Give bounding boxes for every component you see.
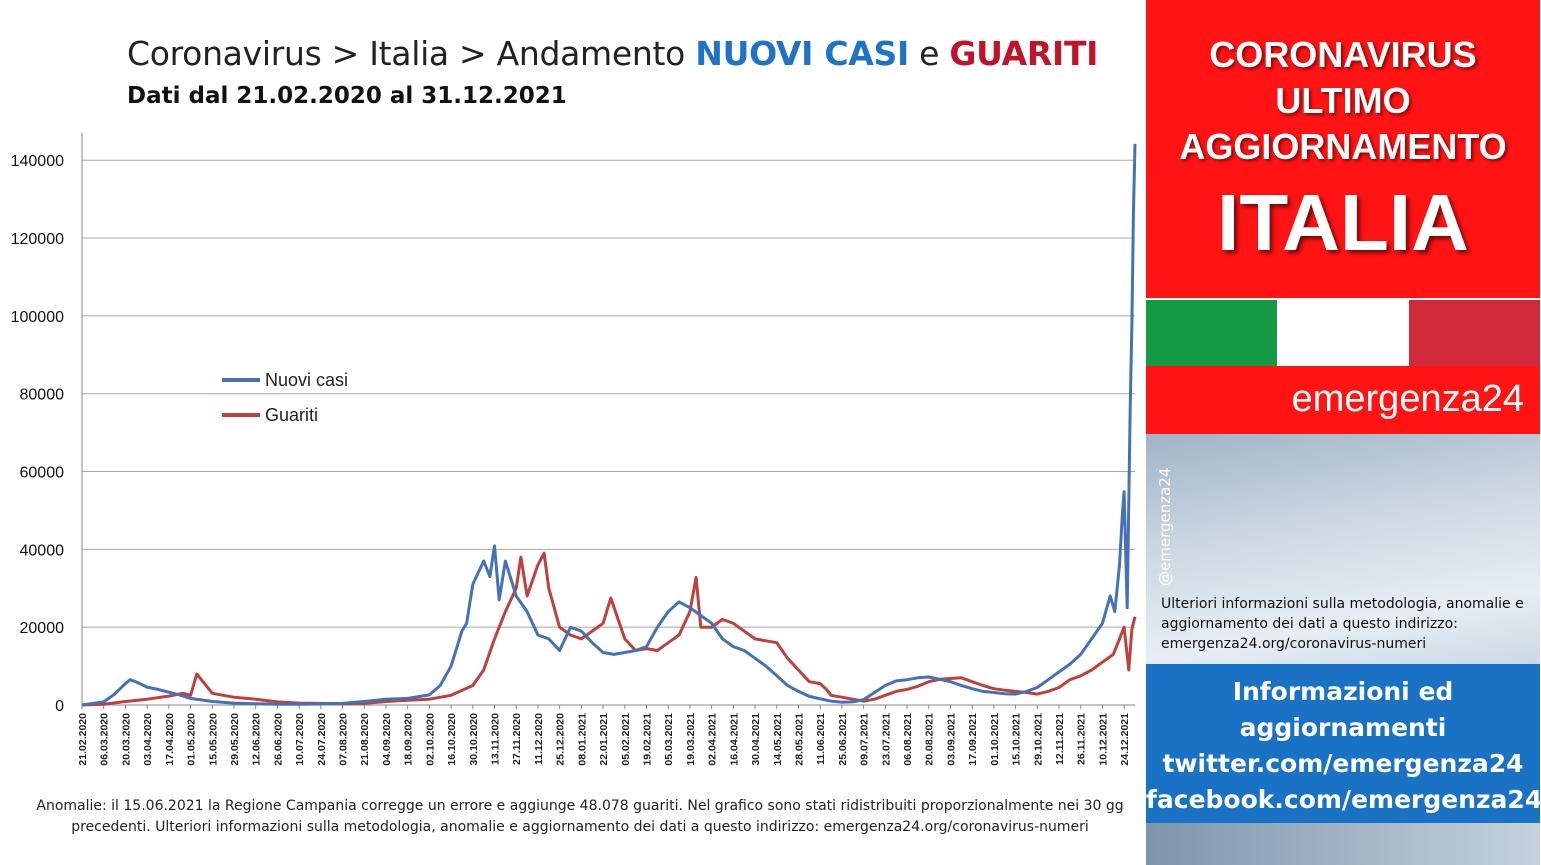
x-tick-label: 14.05.2021 bbox=[772, 713, 784, 766]
legend-label: Nuovi casi bbox=[265, 370, 348, 390]
x-tick-label: 11.12.2020 bbox=[533, 713, 545, 765]
x-tick-label: 20.08.2021 bbox=[924, 713, 936, 766]
brand-name: emergenza24 bbox=[1291, 378, 1524, 420]
x-tick-label: 03.04.2020 bbox=[142, 713, 154, 766]
x-tick-label: 10.12.2021 bbox=[1097, 713, 1109, 766]
x-tick-label: 30.10.2020 bbox=[468, 713, 480, 766]
flag-green-stripe bbox=[1146, 300, 1278, 366]
x-tick-label: 15.05.2020 bbox=[207, 713, 219, 766]
y-tick-label: 120000 bbox=[11, 231, 64, 248]
x-tick-label: 04.09.2020 bbox=[381, 713, 393, 766]
x-tick-label: 26.06.2020 bbox=[272, 713, 284, 766]
italian-flag bbox=[1146, 300, 1540, 366]
headline-box: CORONAVIRUS ULTIMO AGGIORNAMENTO ITALIA bbox=[1146, 0, 1540, 298]
flag-white-stripe bbox=[1277, 300, 1409, 366]
anomaly-note-line2: precedenti. Ulteriori informazioni sulla… bbox=[71, 819, 1089, 835]
x-tick-label: 01.05.2020 bbox=[186, 713, 198, 766]
info-line-2: aggiornamenti bbox=[1239, 713, 1447, 742]
anomaly-note-line1: Anomalie: il 15.06.2021 la Regione Campa… bbox=[36, 798, 1124, 814]
y-tick-label: 60000 bbox=[20, 465, 65, 482]
x-tick-label: 27.11.2020 bbox=[511, 713, 523, 765]
brand-bar: emergenza24 bbox=[1146, 366, 1540, 434]
headline-coronavirus: CORONAVIRUS bbox=[1209, 34, 1477, 75]
headline-italia: ITALIA bbox=[1217, 178, 1469, 267]
info-box: Informazioni ed aggiornamenti twitter.co… bbox=[1146, 664, 1541, 823]
x-tick-label: 24.07.2020 bbox=[316, 713, 328, 766]
anomaly-note: Anomalie: il 15.06.2021 la Regione Campa… bbox=[30, 796, 1130, 838]
x-tick-label: 06.08.2021 bbox=[902, 713, 914, 766]
x-tick-label: 03.09.2021 bbox=[945, 713, 957, 766]
y-tick-label: 0 bbox=[55, 698, 64, 715]
x-tick-label: 30.04.2021 bbox=[750, 713, 762, 766]
x-tick-label: 23.07.2021 bbox=[880, 713, 892, 766]
title-and: e bbox=[919, 34, 940, 73]
x-tick-label: 09.07.2021 bbox=[859, 713, 871, 766]
legend-label: Guariti bbox=[265, 405, 318, 425]
x-tick-label: 21.02.2020 bbox=[77, 713, 89, 766]
series-line-guariti bbox=[81, 551, 1137, 707]
y-tick-label: 100000 bbox=[11, 309, 64, 326]
flag-red-stripe bbox=[1408, 300, 1540, 366]
x-tick-label: 08.01.2021 bbox=[576, 713, 588, 766]
x-tick-label: 17.09.2021 bbox=[967, 713, 979, 766]
title-prefix: Coronavirus > Italia > Andamento bbox=[127, 34, 686, 73]
chart-grid bbox=[82, 159, 1135, 628]
chart-legend: Nuovi casi Guariti bbox=[222, 370, 348, 425]
x-tick-label: 29.10.2021 bbox=[1032, 713, 1044, 766]
y-tick-label: 140000 bbox=[11, 153, 64, 170]
x-tick-label: 10.07.2020 bbox=[294, 713, 306, 766]
x-tick-label: 18.09.2020 bbox=[403, 713, 415, 766]
x-tick-label: 19.03.2021 bbox=[685, 713, 697, 766]
x-tick-label: 12.06.2020 bbox=[251, 713, 263, 766]
bottom-photo-strip bbox=[1146, 823, 1540, 865]
x-tick-label: 24.12.2021 bbox=[1119, 713, 1131, 766]
y-axis: 0 20000 40000 60000 80000 100000 120000 140000 bbox=[11, 133, 1135, 715]
social-handle: @emergenza24 bbox=[1156, 467, 1174, 586]
x-tick-label: 06.03.2020 bbox=[99, 713, 111, 766]
title-guariti: GUARITI bbox=[949, 34, 1099, 73]
twitter-link[interactable]: twitter.com/emergenza24 bbox=[1162, 749, 1524, 778]
x-tick-label: 13.11.2020 bbox=[490, 713, 502, 765]
page-subtitle: Dati dal 21.02.2020 al 31.12.2021 bbox=[127, 83, 567, 109]
x-tick-label: 01.10.2021 bbox=[989, 713, 1001, 766]
page-title: Coronavirus > Italia > Andamento NUOVI C… bbox=[127, 34, 1098, 73]
x-tick-label: 02.10.2020 bbox=[424, 713, 436, 766]
x-tick-label: 20.03.2020 bbox=[120, 713, 132, 766]
x-tick-label: 26.11.2021 bbox=[1076, 713, 1088, 765]
x-tick-label: 05.02.2021 bbox=[620, 713, 632, 766]
x-tick-label: 17.04.2020 bbox=[164, 713, 176, 766]
title-nuovi-casi: NUOVI CASI bbox=[695, 34, 909, 73]
x-tick-label: 02.04.2021 bbox=[707, 713, 719, 766]
x-axis: 21.02.2020 06.03.2020 20.03.2020 03.04.2020… bbox=[77, 705, 1131, 766]
line-chart: 020000400006000080000100000120000140000 … bbox=[11, 133, 1137, 766]
chart-series bbox=[81, 143, 1137, 707]
series-line-nuovi-casi bbox=[81, 143, 1137, 707]
x-tick-label: 16.10.2020 bbox=[446, 713, 458, 766]
y-tick-label: 20000 bbox=[20, 620, 65, 637]
headline-ultimo: ULTIMO bbox=[1275, 80, 1411, 121]
methodology-text: Ulteriori informazioni sulla metodologia… bbox=[1161, 596, 1524, 652]
x-tick-label: 19.02.2021 bbox=[641, 713, 653, 766]
facebook-link[interactable]: facebook.com/emergenza24 bbox=[1146, 785, 1541, 814]
x-tick-label: 25.06.2021 bbox=[837, 713, 849, 766]
chart-panel: Coronavirus > Italia > Andamento NUOVI C… bbox=[10, 34, 1137, 838]
x-tick-label: 07.08.2020 bbox=[338, 713, 350, 766]
x-tick-label: 16.04.2021 bbox=[728, 713, 740, 766]
x-tick-label: 11.06.2021 bbox=[815, 713, 827, 765]
x-tick-label: 12.11.2021 bbox=[1054, 713, 1066, 765]
x-tick-label: 05.03.2021 bbox=[663, 713, 675, 766]
x-tick-label: 28.05.2021 bbox=[793, 713, 805, 766]
headline-aggiornamento: AGGIORNAMENTO bbox=[1179, 126, 1507, 167]
x-tick-label: 29.05.2020 bbox=[229, 713, 241, 766]
x-tick-label: 25.12.2020 bbox=[555, 713, 567, 766]
y-tick-label: 40000 bbox=[20, 542, 65, 559]
info-line-1: Informazioni ed bbox=[1232, 677, 1454, 706]
x-tick-label: 21.08.2020 bbox=[359, 713, 371, 766]
y-tick-label: 80000 bbox=[20, 387, 65, 404]
x-tick-label: 22.01.2021 bbox=[598, 713, 610, 766]
x-tick-label: 15.10.2021 bbox=[1011, 713, 1023, 766]
